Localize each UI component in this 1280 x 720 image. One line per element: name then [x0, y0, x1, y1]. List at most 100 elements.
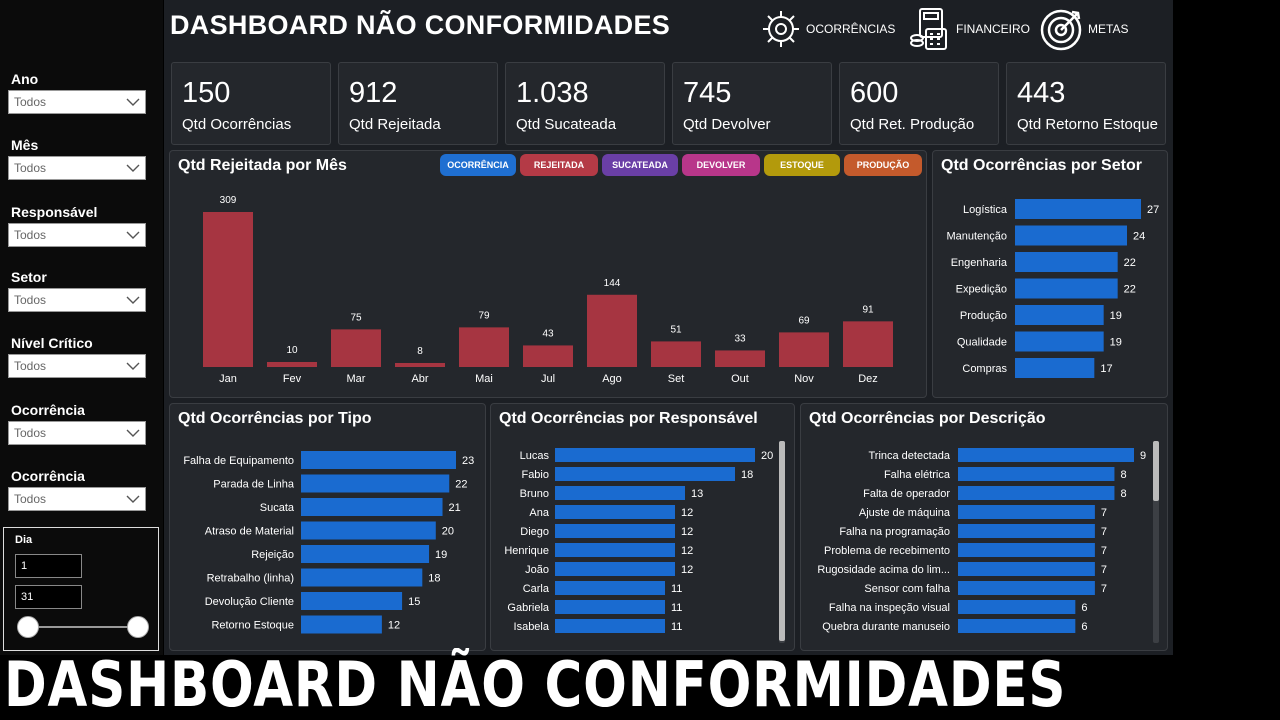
bar[interactable]: [301, 498, 443, 516]
category-label: Problema de recebimento: [824, 545, 950, 557]
bar[interactable]: [958, 562, 1095, 576]
bar[interactable]: [555, 467, 735, 481]
bar[interactable]: [651, 341, 701, 367]
bar[interactable]: [301, 568, 423, 587]
filter-dropdown-responsavel[interactable]: Todos: [8, 223, 146, 247]
nav-ocorrencias-button[interactable]: OCORRÊNCIAS: [758, 6, 895, 52]
dia-max-input[interactable]: 31: [15, 585, 82, 609]
calculator-money-icon: [910, 8, 947, 50]
bar[interactable]: [331, 329, 381, 367]
descricao-scrollbar[interactable]: [1153, 441, 1159, 643]
filter-dropdown-ano[interactable]: Todos: [8, 90, 146, 114]
responsavel-scrollbar[interactable]: [779, 441, 785, 643]
data-label: 51: [670, 324, 682, 335]
bar[interactable]: [555, 581, 665, 595]
bar[interactable]: [301, 474, 450, 493]
bar[interactable]: [555, 600, 665, 614]
data-label: 15: [408, 596, 420, 608]
bar[interactable]: [555, 524, 675, 538]
data-label: 22: [1124, 284, 1136, 296]
legend-button-rejeitada[interactable]: REJEITADA: [520, 154, 598, 176]
legend-button-devolver[interactable]: DEVOLVER: [682, 154, 760, 176]
bar[interactable]: [459, 327, 509, 367]
bar[interactable]: [958, 543, 1095, 557]
bar[interactable]: [1015, 199, 1141, 219]
bar[interactable]: [301, 592, 403, 610]
bar[interactable]: [958, 581, 1095, 595]
nav-metas-button[interactable]: METAS: [1038, 6, 1128, 52]
bar[interactable]: [555, 448, 755, 462]
category-label: Jan: [219, 373, 237, 385]
dia-min-input[interactable]: 1: [15, 554, 82, 578]
bar[interactable]: [715, 350, 765, 367]
data-label: 12: [681, 526, 693, 538]
descricao-bar-chart: Trinca detectada 9 Falha elétrica 8 Falta de…: [817, 448, 1146, 633]
descricao-scrollbar-thumb[interactable]: [1153, 441, 1159, 501]
page-title: DASHBOARD NÃO CONFORMIDADES: [170, 10, 671, 40]
filter-value: Todos: [14, 293, 47, 307]
bar[interactable]: [1015, 358, 1095, 378]
bar[interactable]: [555, 543, 675, 557]
legend-button-ocorrencia[interactable]: OCORRÊNCIA: [440, 154, 516, 176]
nav-label: METAS: [1088, 22, 1129, 36]
monthly-bar-chart: 309 Jan 10 Fev 75 Mar 8 Abr 79 Mai 43 Jul 144 Ago 51 Se…: [203, 195, 893, 385]
category-label: Isabela: [514, 621, 550, 633]
data-label: 12: [681, 564, 693, 576]
dia-slider-track[interactable]: [27, 626, 139, 628]
filter-dropdown-ocorrencia-2[interactable]: Todos: [8, 487, 146, 511]
bar[interactable]: [1015, 305, 1104, 325]
bar[interactable]: [1015, 252, 1118, 272]
filter-dropdown-setor[interactable]: Todos: [8, 288, 146, 312]
bar[interactable]: [958, 448, 1134, 462]
bar[interactable]: [555, 562, 675, 576]
category-label: Produção: [960, 310, 1007, 322]
bar[interactable]: [587, 294, 637, 367]
bar[interactable]: [203, 212, 253, 367]
bar[interactable]: [779, 332, 829, 367]
bar[interactable]: [958, 486, 1115, 500]
filter-dropdown-ocorrencia[interactable]: Todos: [8, 421, 146, 445]
bar[interactable]: [301, 545, 430, 563]
bar[interactable]: [958, 467, 1115, 481]
filter-dropdown-mes[interactable]: Todos: [8, 156, 146, 180]
responsavel-scrollbar-thumb[interactable]: [779, 441, 785, 641]
category-label: Sensor com falha: [864, 583, 950, 595]
legend-button-estoque[interactable]: ESTOQUE: [764, 154, 840, 176]
bar[interactable]: [395, 362, 445, 367]
data-label: 10: [286, 345, 298, 356]
legend-button-label: OCORRÊNCIA: [447, 160, 509, 170]
data-label: 18: [741, 469, 753, 481]
bar[interactable]: [1015, 278, 1118, 299]
category-label: Compras: [962, 363, 1007, 375]
legend-button-producao[interactable]: PRODUÇÃO: [844, 154, 922, 176]
data-label: 7: [1101, 526, 1107, 538]
data-label: 309: [220, 195, 237, 206]
category-label: Carla: [523, 583, 550, 595]
bar[interactable]: [958, 619, 1076, 633]
bar[interactable]: [958, 505, 1095, 519]
bar[interactable]: [843, 321, 893, 367]
kpi-label: Qtd Ret. Produção: [850, 116, 975, 133]
bar[interactable]: [1015, 225, 1127, 246]
bar[interactable]: [267, 361, 317, 367]
dia-slider-min-handle[interactable]: [17, 616, 39, 638]
filter-dropdown-nivel-critico[interactable]: Todos: [8, 354, 146, 378]
bar[interactable]: [523, 345, 573, 367]
dia-slider-max-handle[interactable]: [127, 616, 149, 638]
filter-label: Ocorrência: [11, 402, 85, 418]
bar[interactable]: [301, 615, 382, 634]
bar[interactable]: [1015, 331, 1104, 352]
bar[interactable]: [555, 619, 665, 633]
bar[interactable]: [555, 505, 675, 519]
category-label: Logística: [963, 204, 1008, 216]
bar[interactable]: [301, 451, 456, 469]
data-label: 22: [455, 479, 467, 491]
category-label: Mar: [347, 373, 366, 385]
filter-value: Todos: [14, 228, 47, 242]
nav-financeiro-button[interactable]: FINANCEIRO: [906, 6, 1030, 52]
legend-button-sucateada[interactable]: SUCATEADA: [602, 154, 678, 176]
bar[interactable]: [958, 524, 1095, 538]
bar[interactable]: [958, 600, 1076, 614]
bar[interactable]: [301, 521, 436, 540]
bar[interactable]: [555, 486, 685, 500]
